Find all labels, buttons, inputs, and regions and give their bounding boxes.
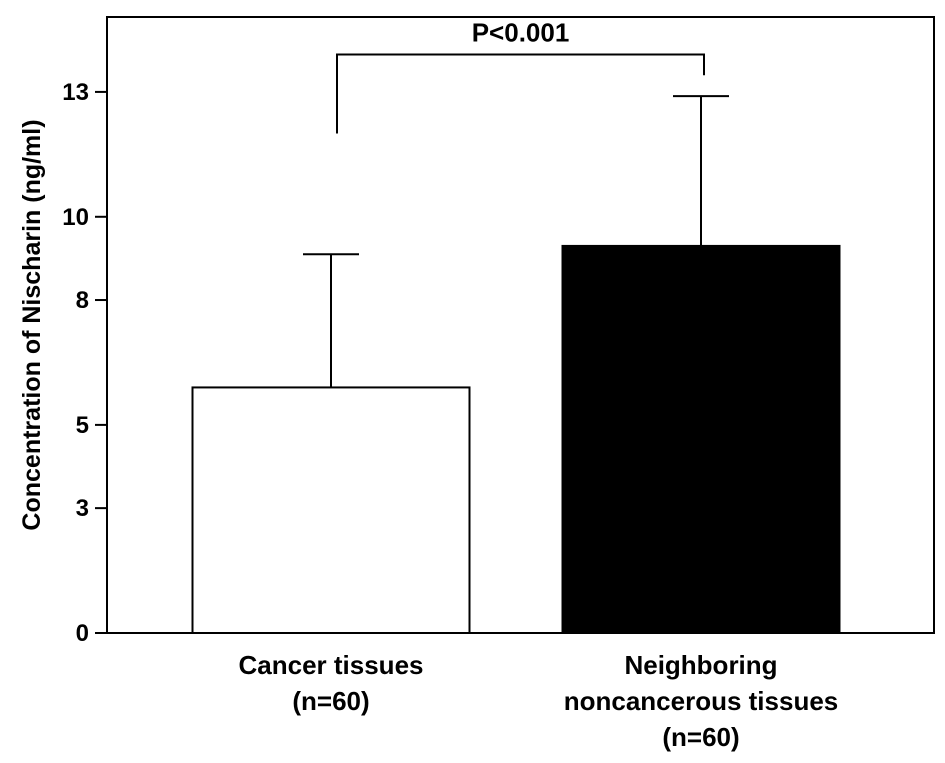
bar (561, 244, 841, 634)
annotations: P<0.001 (336, 17, 705, 134)
bars (191, 244, 841, 634)
x-category-label-line: (n=60) (292, 686, 369, 716)
x-category-label-line: Neighboring (624, 650, 777, 680)
y-tick-label: 10 (62, 204, 89, 231)
y-tick-label: 5 (76, 412, 89, 439)
x-axis-category-labels: Cancer tissues (n=60) Neighboring noncancer… (239, 650, 839, 752)
x-category-label-line: (n=60) (662, 722, 739, 752)
significance-label: P<0.001 (472, 17, 570, 47)
error-bars (303, 95, 729, 388)
y-tick-label: 0 (76, 620, 89, 647)
bar (191, 386, 471, 634)
y-tick-label: 3 (76, 495, 89, 522)
significance-bracket (336, 53, 705, 134)
x-category-label-line: noncancerous tissues (564, 686, 839, 716)
y-axis-label: Concentration of Nischarin (ng/ml) (18, 119, 46, 530)
x-category-label-line: Cancer tissues (239, 650, 424, 680)
y-tick-label: 13 (62, 79, 89, 106)
y-axis-ticks: 0 3 5 8 10 13 (62, 79, 107, 647)
plot-frame (106, 16, 935, 634)
y-tick-label: 8 (76, 287, 89, 314)
